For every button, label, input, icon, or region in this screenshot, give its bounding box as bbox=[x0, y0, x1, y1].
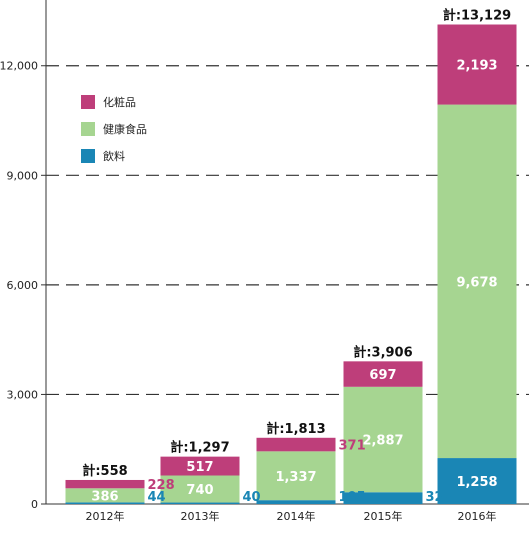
x-tick-label: 2014年 bbox=[277, 509, 316, 523]
legend-swatch bbox=[81, 95, 95, 109]
bar-segment-0-1 bbox=[160, 502, 240, 504]
data-label: 2,193 bbox=[456, 59, 497, 74]
data-label: 9,678 bbox=[456, 275, 497, 290]
bar-labels: 44 386 228 計:558 40 740 517 計:1,297 105 1,337 371 計… bbox=[82, 8, 511, 505]
data-label: 371 bbox=[339, 439, 366, 454]
data-label: 517 bbox=[186, 460, 213, 475]
y-tick-label: 0 bbox=[31, 498, 38, 511]
y-tick-label: 12,000 bbox=[0, 60, 38, 73]
x-tick-label: 2012年 bbox=[86, 509, 125, 523]
bar-segment-2-4 bbox=[437, 24, 517, 105]
data-label: 40 bbox=[243, 490, 261, 505]
legend-swatch bbox=[81, 122, 95, 136]
data-label: 740 bbox=[186, 483, 213, 498]
x-tick-label: 2015年 bbox=[364, 509, 403, 523]
y-axis-ticks: 0 3,000 6,000 9,000 12,000 bbox=[0, 60, 46, 511]
total-label: 計:558 bbox=[82, 463, 127, 479]
data-label: 386 bbox=[91, 489, 118, 504]
x-axis-ticks: 2012年 2013年 2014年 2015年 2016年 bbox=[86, 509, 497, 523]
bar-segment-2-0 bbox=[65, 479, 145, 489]
total-label: 計:13,129 bbox=[443, 8, 511, 24]
bar-segment-1-0 bbox=[65, 488, 145, 503]
legend-label: 化粧品 bbox=[103, 95, 136, 109]
data-label: 105 bbox=[339, 490, 366, 505]
legend-swatch bbox=[81, 149, 95, 163]
bar-segment-0-0 bbox=[65, 502, 145, 504]
bar-segment-1-1 bbox=[160, 475, 240, 503]
bar-segment-1-4 bbox=[437, 104, 517, 459]
bar-segment-0-3 bbox=[343, 492, 423, 504]
data-label: 44 bbox=[148, 490, 166, 505]
data-label: 697 bbox=[369, 368, 396, 383]
bar-segment-0-4 bbox=[437, 458, 517, 504]
bar-segment-2-2 bbox=[256, 437, 336, 452]
data-label: 1,258 bbox=[456, 475, 497, 490]
bars bbox=[65, 24, 517, 504]
data-label: 322 bbox=[426, 490, 453, 505]
legend-label: 飲料 bbox=[103, 149, 125, 163]
bar-segment-2-3 bbox=[343, 361, 423, 387]
y-tick-label: 6,000 bbox=[7, 279, 39, 292]
data-label: 228 bbox=[148, 478, 175, 493]
bar-segment-1-3 bbox=[343, 386, 423, 493]
y-tick-label: 9,000 bbox=[7, 169, 39, 182]
x-tick-label: 2016年 bbox=[458, 509, 497, 523]
x-tick-label: 2013年 bbox=[181, 509, 220, 523]
bar-segment-0-2 bbox=[256, 500, 336, 504]
legend-label: 健康食品 bbox=[103, 122, 147, 136]
total-label: 計:1,297 bbox=[170, 440, 229, 456]
bar-segment-2-1 bbox=[160, 456, 240, 476]
data-label: 2,887 bbox=[362, 434, 403, 449]
bar-segment-1-2 bbox=[256, 451, 336, 501]
total-label: 計:3,906 bbox=[353, 344, 412, 360]
y-tick-label: 3,000 bbox=[7, 388, 39, 401]
total-label: 計:1,813 bbox=[266, 421, 325, 437]
data-label: 1,337 bbox=[275, 470, 316, 485]
